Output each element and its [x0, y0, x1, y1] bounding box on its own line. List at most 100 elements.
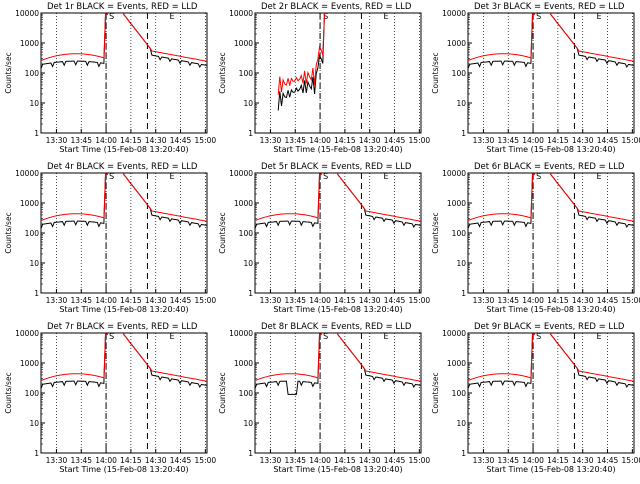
- y-tick-label: 1: [34, 449, 39, 458]
- y-tick-label: 10: [29, 99, 39, 108]
- x-tick-label: 14:15: [547, 456, 569, 465]
- y-tick-label: 100: [239, 69, 254, 78]
- y-tick-label: 100: [25, 229, 40, 238]
- y-tick-label: 10000: [15, 329, 39, 338]
- x-tick-label: 14:15: [334, 456, 356, 465]
- x-tick-label: 15:00: [409, 136, 431, 145]
- x-tick-label: 13:30: [260, 456, 282, 465]
- x-tick-label: 14:00: [522, 136, 544, 145]
- annotation-end: E: [596, 172, 601, 181]
- x-tick-label: 14:45: [170, 136, 192, 145]
- series-line-lld: [468, 13, 634, 62]
- annotation-start: S: [536, 12, 541, 21]
- y-tick-label: 1000: [447, 359, 466, 368]
- x-tick-label: 13:45: [70, 136, 92, 145]
- x-tick-label: 14:00: [309, 136, 331, 145]
- panel-det-4r: Det 4r BLACK = Events, RED = LLD 13:30 13:…: [4, 162, 216, 314]
- x-tick-label: 14:30: [359, 296, 381, 305]
- x-tick-label: 14:00: [95, 136, 117, 145]
- x-tick-label: 15:00: [622, 456, 640, 465]
- y-axis-label: Counts/sec: [4, 372, 13, 413]
- annotation-start: S: [323, 12, 328, 21]
- x-tick-label: 13:30: [46, 136, 68, 145]
- panel-det-6r: Det 6r BLACK = Events, RED = LLD 13:30 13:…: [431, 162, 640, 314]
- x-tick-label: 15:00: [622, 296, 640, 305]
- y-tick-label: 1000: [447, 39, 466, 48]
- annotation-start: S: [323, 332, 328, 341]
- x-axis-label: Start Time (15-Feb-08 13:20:40): [59, 145, 188, 154]
- series-line-lld: [41, 173, 207, 222]
- y-tick-label: 1000: [20, 39, 39, 48]
- x-axis-label: Start Time (15-Feb-08 13:20:40): [486, 145, 615, 154]
- y-tick-label: 100: [25, 389, 40, 398]
- series-line-lld: [468, 173, 634, 222]
- x-tick-label: 14:00: [95, 296, 117, 305]
- y-tick-label: 1000: [234, 199, 253, 208]
- y-axis-label: Counts/sec: [218, 212, 227, 253]
- y-tick-label: 10000: [442, 169, 466, 178]
- x-tick-label: 13:45: [497, 456, 519, 465]
- x-tick-label: 14:15: [547, 136, 569, 145]
- panel-det-5r: Det 5r BLACK = Events, RED = LLD 13:30 13:…: [218, 162, 430, 314]
- x-tick-label: 13:45: [497, 136, 519, 145]
- y-axis-label: Counts/sec: [431, 212, 440, 253]
- y-tick-label: 10000: [15, 9, 39, 18]
- series-line-lld: [277, 13, 325, 95]
- x-tick-label: 14:45: [597, 456, 619, 465]
- x-tick-label: 14:15: [334, 136, 356, 145]
- x-axis-label: Start Time (15-Feb-08 13:20:40): [486, 465, 615, 474]
- plot-frame: [40, 12, 208, 134]
- plot-frame: [254, 172, 422, 294]
- y-tick-label: 1000: [447, 199, 466, 208]
- y-axis-label: Counts/sec: [218, 52, 227, 93]
- x-axis-label: Start Time (15-Feb-08 13:20:40): [273, 145, 402, 154]
- panel-det-8r: Det 8r BLACK = Events, RED = LLD 13:30 13:…: [218, 322, 430, 474]
- y-axis-label: Counts/sec: [218, 372, 227, 413]
- x-tick-label: 14:00: [95, 456, 117, 465]
- y-tick-label: 1000: [20, 199, 39, 208]
- annotation-end: E: [383, 12, 388, 21]
- plot-frame: [254, 12, 422, 134]
- annotation-end: E: [169, 332, 174, 341]
- x-tick-label: 13:30: [260, 136, 282, 145]
- x-tick-label: 14:45: [384, 136, 406, 145]
- x-tick-label: 14:30: [145, 136, 167, 145]
- x-tick-label: 13:45: [284, 296, 306, 305]
- y-tick-label: 100: [25, 69, 40, 78]
- annotation-end: E: [383, 332, 388, 341]
- plot-frame: [40, 332, 208, 454]
- y-tick-label: 10000: [442, 329, 466, 338]
- x-tick-label: 15:00: [195, 136, 217, 145]
- x-tick-label: 13:30: [46, 296, 68, 305]
- y-tick-label: 10000: [229, 169, 253, 178]
- x-tick-label: 13:45: [284, 456, 306, 465]
- x-tick-label: 14:00: [522, 296, 544, 305]
- x-axis-label: Start Time (15-Feb-08 13:20:40): [59, 305, 188, 314]
- plot-frame: [40, 172, 208, 294]
- y-tick-label: 1: [461, 289, 466, 298]
- x-tick-label: 14:30: [572, 136, 594, 145]
- y-tick-label: 10: [29, 259, 39, 268]
- x-tick-label: 14:45: [384, 456, 406, 465]
- x-tick-label: 14:30: [359, 456, 381, 465]
- y-tick-label: 1000: [20, 359, 39, 368]
- annotation-start: S: [536, 332, 541, 341]
- y-tick-label: 10: [243, 99, 253, 108]
- y-tick-label: 1000: [234, 359, 253, 368]
- y-tick-label: 10: [456, 419, 466, 428]
- y-axis-label: Counts/sec: [431, 52, 440, 93]
- plot-frame: [467, 172, 635, 294]
- x-tick-label: 14:15: [120, 136, 142, 145]
- x-tick-label: 15:00: [622, 136, 640, 145]
- annotation-end: E: [383, 172, 388, 181]
- annotation-end: E: [596, 332, 601, 341]
- x-tick-label: 15:00: [195, 456, 217, 465]
- x-tick-label: 15:00: [195, 296, 217, 305]
- y-tick-label: 1: [248, 449, 253, 458]
- y-tick-label: 1000: [234, 39, 253, 48]
- panel-det-2r: Det 2r BLACK = Events, RED = LLD 13:30 13:…: [218, 2, 430, 154]
- series-line-lld: [468, 333, 634, 382]
- panel-det-1r: Det 1r BLACK = Events, RED = LLD 13:30 13:…: [4, 2, 216, 154]
- x-tick-label: 14:30: [572, 456, 594, 465]
